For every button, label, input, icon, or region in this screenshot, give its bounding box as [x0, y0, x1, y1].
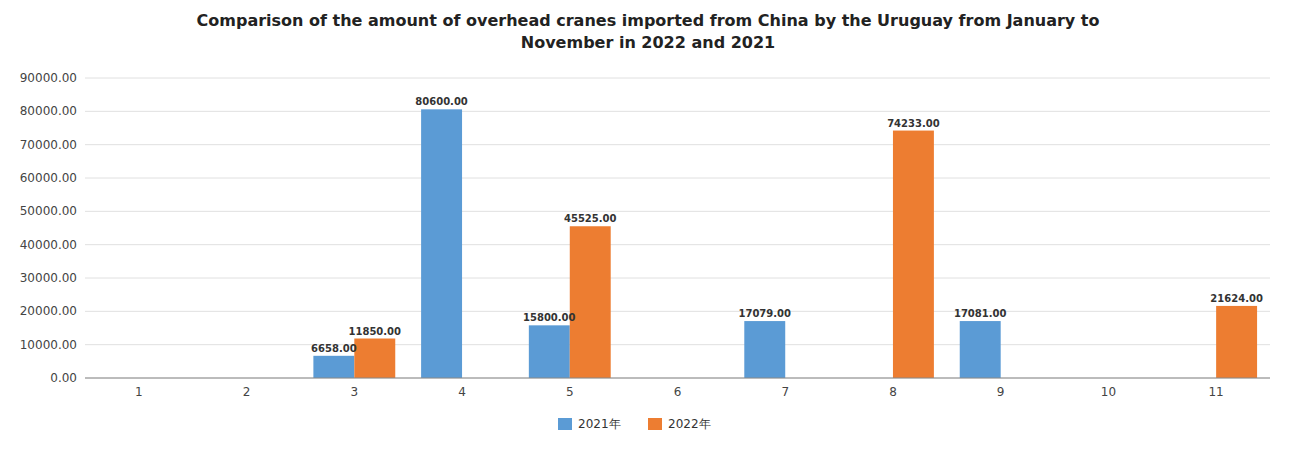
title-line: November in 2022 and 2021 — [521, 33, 775, 52]
title-line: Comparison of the amount of overhead cra… — [197, 11, 1100, 30]
legend-label: 2022年 — [668, 417, 711, 431]
legend-swatch — [648, 418, 662, 430]
x-tick-label: 1 — [135, 385, 143, 399]
data-label: 17079.00 — [739, 308, 792, 319]
y-tick-label: 30000.00 — [20, 271, 77, 285]
x-tick-label: 6 — [674, 385, 682, 399]
grid-line — [85, 344, 1270, 345]
bar — [313, 356, 354, 378]
bar — [570, 226, 611, 378]
x-tick-label: 9 — [997, 385, 1005, 399]
y-tick-label: 10000.00 — [20, 338, 77, 352]
legend-label: 2021年 — [578, 417, 621, 431]
x-tick-label: 7 — [781, 385, 789, 399]
data-label: 6658.00 — [311, 343, 357, 354]
bar — [960, 321, 1001, 378]
y-tick-label: 0.00 — [50, 371, 77, 385]
x-tick-label: 3 — [350, 385, 358, 399]
bar — [529, 325, 570, 378]
bar — [421, 109, 462, 378]
grid-line — [85, 78, 1270, 79]
y-tick-label: 40000.00 — [20, 238, 77, 252]
grid-line — [85, 311, 1270, 312]
legend: 2021年 2022年 — [558, 417, 711, 431]
chart: Comparison of the amount of overhead cra… — [0, 0, 1296, 450]
bar — [354, 339, 395, 379]
x-tick-label: 8 — [889, 385, 897, 399]
bar — [1216, 306, 1257, 378]
data-labels: 6658.00 80600.00 15800.00 17079.00 17081.00 1… — [311, 96, 1263, 353]
data-label: 21624.00 — [1210, 293, 1263, 304]
x-axis: 1 2 3 4 5 6 7 8 9 10 11 — [135, 385, 1224, 399]
title: Comparison of the amount of overhead cra… — [197, 11, 1100, 52]
data-label: 45525.00 — [564, 213, 617, 224]
y-tick-label: 70000.00 — [20, 138, 77, 152]
x-tick-label: 4 — [458, 385, 466, 399]
grid-line — [85, 211, 1270, 212]
y-tick-label: 20000.00 — [20, 304, 77, 318]
data-label: 11850.00 — [349, 326, 402, 337]
data-label: 17081.00 — [954, 308, 1007, 319]
data-label: 74233.00 — [887, 118, 940, 129]
bar — [893, 131, 934, 378]
x-tick-label: 11 — [1208, 385, 1223, 399]
legend-swatch — [558, 418, 572, 430]
grid-line — [85, 178, 1270, 179]
x-axis-line — [85, 378, 1270, 379]
x-tick-label: 2 — [243, 385, 251, 399]
grid-line — [85, 244, 1270, 245]
grid-line — [85, 378, 1270, 379]
grid-line — [85, 278, 1270, 279]
x-tick-label: 10 — [1101, 385, 1116, 399]
y-tick-label: 50000.00 — [20, 204, 77, 218]
y-tick-label: 90000.00 — [20, 71, 77, 85]
data-label: 15800.00 — [523, 312, 576, 323]
grid-line — [85, 111, 1270, 112]
x-tick-label: 5 — [566, 385, 574, 399]
bars — [313, 109, 1257, 378]
grid-line — [85, 144, 1270, 145]
bar — [744, 321, 785, 378]
data-label: 80600.00 — [415, 96, 468, 107]
y-tick-label: 60000.00 — [20, 171, 77, 185]
y-tick-label: 80000.00 — [20, 104, 77, 118]
y-axis: 0.00 10000.00 20000.00 30000.00 40000.00 5000… — [20, 71, 1270, 385]
